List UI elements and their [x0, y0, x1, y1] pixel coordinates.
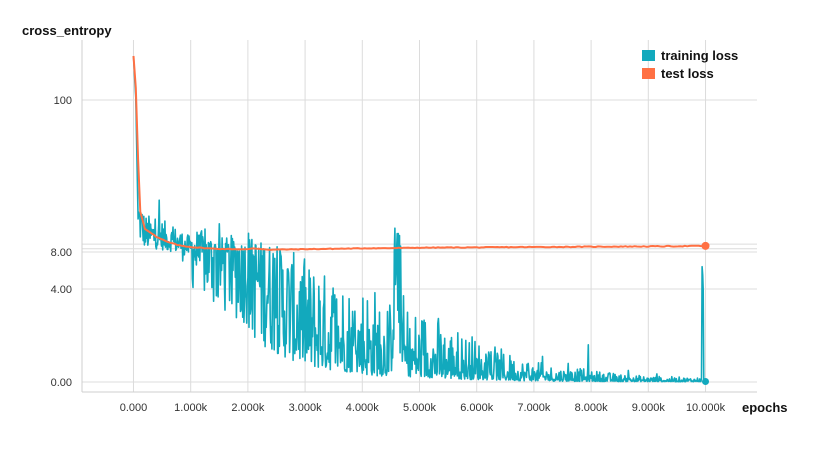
- legend-label-test: test loss: [661, 66, 714, 81]
- x-tick-label: 6.000k: [460, 402, 494, 414]
- legend-swatch-test: [642, 68, 655, 79]
- x-tick-label: 7.000k: [517, 402, 551, 414]
- legend: training loss test loss: [642, 48, 738, 81]
- x-tick-label: 8.000k: [575, 402, 609, 414]
- x-axis-ticks: 0.000 1.000k 2.000k 3.000k 4.000k 5.000k 6.000…: [120, 402, 726, 414]
- series: [132, 55, 710, 386]
- y-tick-label: 8.00: [51, 247, 72, 259]
- x-tick-label: 5.000k: [403, 402, 437, 414]
- x-axis-title: epochs: [742, 400, 788, 415]
- series-endpoint-training-loss: [702, 378, 710, 386]
- y-tick-label: 0.00: [51, 377, 72, 389]
- x-tick-label: 0.000: [120, 402, 148, 414]
- y-axis-title: cross_entropy: [22, 23, 112, 38]
- x-tick-label: 9.000k: [632, 402, 666, 414]
- x-tick-label: 1.000k: [174, 402, 208, 414]
- x-tick-label: 10.000k: [686, 402, 726, 414]
- legend-label-training: training loss: [661, 48, 738, 63]
- legend-swatch-training: [642, 50, 655, 61]
- series-line-test-loss: [132, 55, 706, 251]
- x-tick-label: 3.000k: [289, 402, 323, 414]
- y-tick-label: 100: [54, 95, 72, 107]
- x-tick-label: 2.000k: [231, 402, 265, 414]
- series-endpoint-test-loss: [701, 241, 710, 250]
- x-tick-label: 4.000k: [346, 402, 380, 414]
- y-tick-label: 4.00: [51, 284, 72, 296]
- y-axis-ticks: 100 8.00 4.00 0.00: [51, 95, 72, 389]
